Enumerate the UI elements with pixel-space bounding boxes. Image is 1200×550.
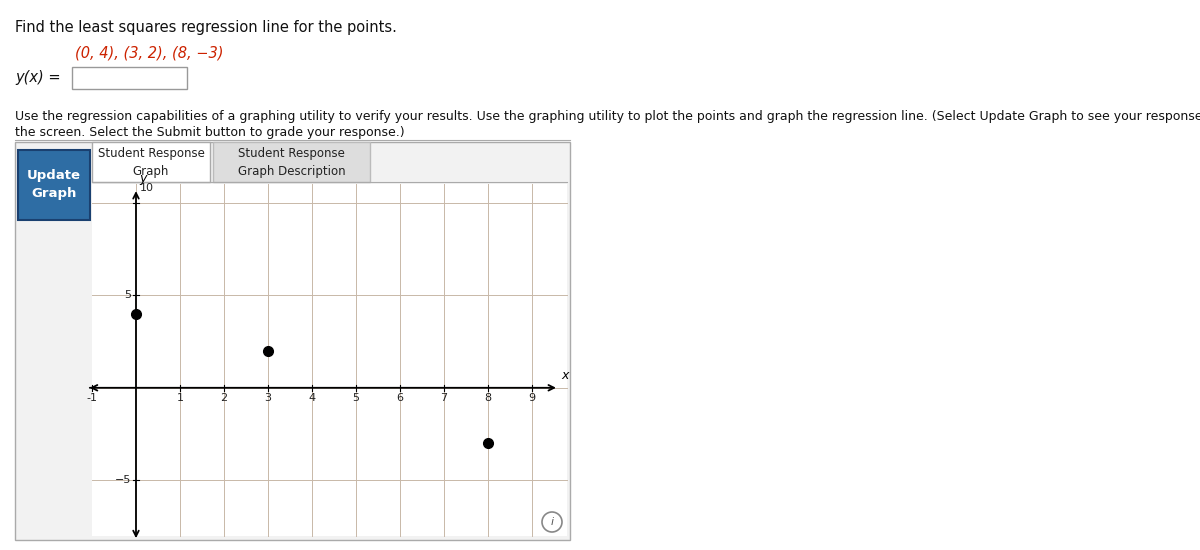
Text: 10: 10 [140,183,154,193]
Text: −5: −5 [115,475,131,486]
Bar [214,142,370,182]
Text: 4: 4 [308,393,316,403]
Text: Find the least squares regression line for the points.: Find the least squares regression line f… [14,20,397,35]
Text: -1: -1 [86,393,97,403]
Text: 1: 1 [176,393,184,403]
Text: Student Response
Graph Description: Student Response Graph Description [238,146,346,178]
Bar [18,150,90,220]
Text: 3: 3 [264,393,271,403]
Text: i: i [551,517,553,527]
Text: Student Response
Graph: Student Response Graph [97,146,204,178]
Bar [92,142,210,182]
Bar [92,184,568,536]
Bar [72,67,187,89]
Text: 7: 7 [440,393,448,403]
Text: (0, 4), (3, 2), (8, −3): (0, 4), (3, 2), (8, −3) [74,45,223,60]
Text: 8: 8 [485,393,491,403]
Text: the screen. Select the Submit button to grade your response.): the screen. Select the Submit button to … [14,126,404,139]
Text: 6: 6 [396,393,403,403]
Text: 5: 5 [124,290,131,300]
Text: 9: 9 [528,393,535,403]
Bar [14,142,570,540]
Text: y: y [139,172,146,185]
Text: x: x [562,369,569,382]
Text: Update
Graph: Update Graph [28,169,82,201]
Text: Use the regression capabilities of a graphing utility to verify your results. Us: Use the regression capabilities of a gra… [14,110,1200,123]
Text: y(x) =: y(x) = [14,70,61,85]
Text: 5: 5 [353,393,359,403]
Text: 2: 2 [221,393,228,403]
